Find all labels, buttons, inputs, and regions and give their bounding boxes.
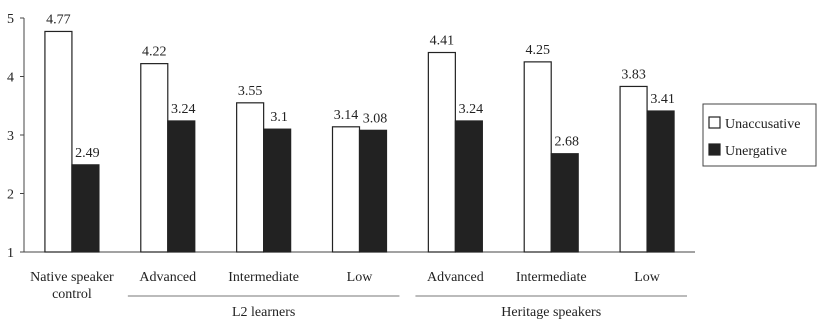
data-label: 3.55 xyxy=(238,84,263,99)
bar-unaccusative xyxy=(331,126,361,253)
bar-unaccusative xyxy=(236,102,265,253)
legend-label-unergative: Unergative xyxy=(725,144,787,159)
data-label: 3.83 xyxy=(621,67,646,82)
bar-unergative xyxy=(263,128,292,253)
legend-label-unaccusative: Unaccusative xyxy=(725,117,800,132)
category-label: Intermediate xyxy=(516,270,587,285)
category-label: Advanced xyxy=(139,270,196,285)
data-label: 4.41 xyxy=(430,34,455,49)
bar-unergative xyxy=(454,120,483,253)
data-label: 2.68 xyxy=(554,135,579,150)
category-label: Low xyxy=(347,270,374,285)
bar-unergative xyxy=(167,120,196,253)
legend-swatch-unaccusative xyxy=(708,116,721,129)
data-label: 3.14 xyxy=(334,108,359,123)
data-label: 2.49 xyxy=(75,146,100,161)
data-labels: 4.77 2.49 4.22 3.24 3.55 3.1 3.14 3.08 4.41 3.24 4… xyxy=(46,12,675,160)
category-label: Native speaker xyxy=(30,270,114,285)
group-label: L2 learners xyxy=(232,305,295,320)
legend-swatch-unergative xyxy=(708,143,721,156)
bar-unergative xyxy=(646,110,675,253)
bar-unaccusative xyxy=(619,85,648,253)
legend: Unaccusative Unergative xyxy=(702,103,817,167)
bar-unaccusative xyxy=(427,51,456,253)
data-label: 3.24 xyxy=(459,102,484,117)
bar-unaccusative xyxy=(523,61,552,253)
y-tick-label: 3 xyxy=(7,129,14,144)
data-label: 3.1 xyxy=(270,110,288,125)
legend-box xyxy=(702,103,817,167)
bar-unergative xyxy=(550,153,579,253)
y-tick-label: 1 xyxy=(7,246,14,261)
category-label: control xyxy=(52,287,92,302)
group-label: Heritage speakers xyxy=(501,305,601,320)
y-tick-label: 4 xyxy=(7,71,14,86)
y-tick-label: 2 xyxy=(7,188,14,203)
bars xyxy=(44,30,675,253)
bar-unaccusative xyxy=(140,63,169,253)
data-label: 4.77 xyxy=(46,12,71,27)
y-tick-label: 5 xyxy=(7,12,14,27)
data-label: 3.41 xyxy=(650,92,675,107)
data-label: 4.22 xyxy=(142,45,167,60)
bar-unergative xyxy=(358,129,388,253)
bar-unaccusative xyxy=(44,30,73,253)
data-label: 3.24 xyxy=(171,102,196,117)
category-label: Advanced xyxy=(427,270,484,285)
category-label: Low xyxy=(634,270,661,285)
data-label: 3.08 xyxy=(363,111,388,126)
bar-unergative xyxy=(71,164,100,253)
axes: 1 2 3 4 5 xyxy=(7,12,695,261)
category-label: Intermediate xyxy=(228,270,299,285)
category-labels: Native speaker control Advanced Intermediat… xyxy=(30,270,687,320)
data-label: 4.25 xyxy=(525,43,550,58)
